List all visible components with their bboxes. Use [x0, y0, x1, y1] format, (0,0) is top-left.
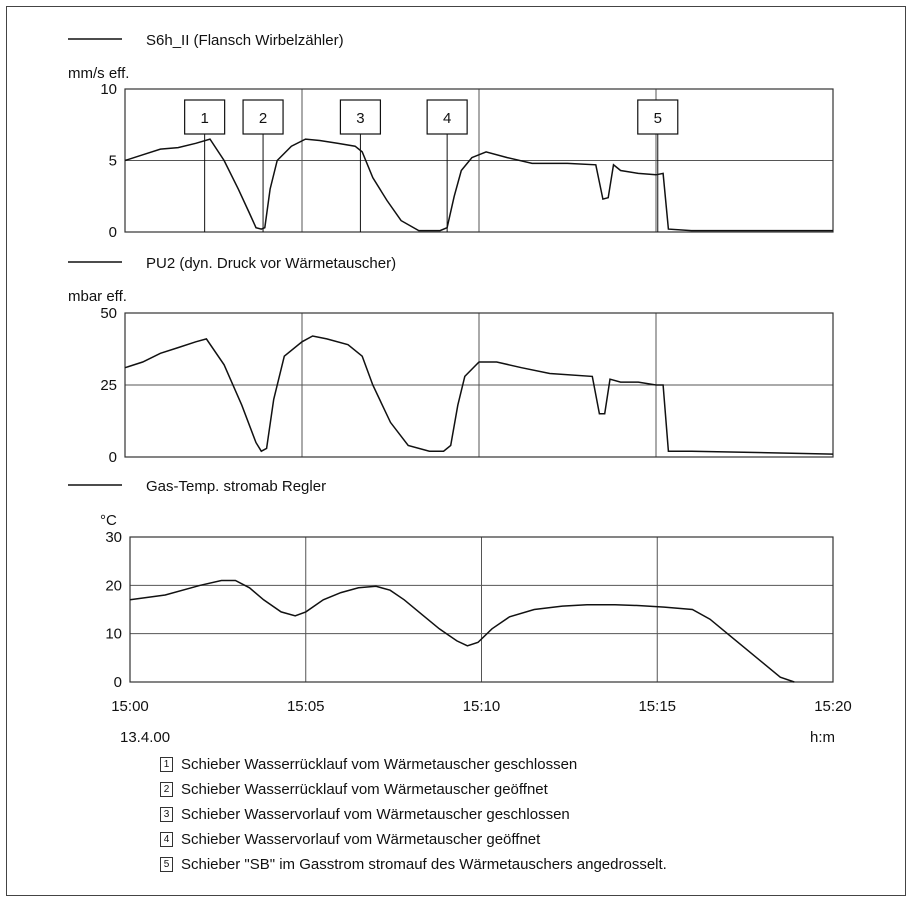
y-tick-label: 10 — [105, 626, 122, 643]
y-tick-label: 25 — [100, 377, 117, 394]
x-axis-date: 13.4.00 — [120, 729, 170, 746]
panel-vibration: S6h_II (Flansch Wirbelzähler) mm/s eff. … — [68, 32, 834, 241]
x-tick-label: 15:05 — [287, 698, 325, 715]
x-tick-label: 15:00 — [111, 698, 149, 715]
event-marker-box — [426, 99, 468, 135]
figure-frame — [6, 6, 906, 896]
event-marker-label: 2 — [259, 110, 267, 127]
annotation-text: Schieber Wasserrücklauf vom Wärmetausche… — [181, 756, 578, 773]
x-tick-label: 15:10 — [463, 698, 501, 715]
event-marker-box — [242, 99, 284, 135]
x-tick-label: 15:15 — [638, 698, 676, 715]
y-tick-label: 30 — [105, 529, 122, 546]
annotation-item: 3 Schieber Wasservorlauf vom Wärmetausch… — [160, 802, 667, 827]
y-axis-label: °C — [100, 512, 117, 529]
y-tick-label: 50 — [100, 305, 117, 322]
series-line — [124, 138, 833, 232]
x-tick-label: 15:20 — [814, 698, 852, 715]
annotation-legend: 1 Schieber Wasserrücklauf vom Wärmetausc… — [160, 752, 667, 877]
x-axis-label: h:m — [810, 729, 835, 746]
annotation-number: 1 — [160, 757, 173, 772]
panel-pressure: PU2 (dyn. Druck vor Wärmetauscher) mbar … — [68, 255, 834, 466]
annotation-text: Schieber "SB" im Gasstrom stromauf des W… — [181, 856, 667, 873]
y-axis-label: mbar eff. — [68, 288, 127, 305]
plot-frame — [124, 312, 834, 458]
y-axis-label: mm/s eff. — [68, 65, 129, 82]
plot-frame — [129, 536, 834, 683]
annotation-number: 4 — [160, 832, 173, 847]
y-tick-label: 0 — [114, 674, 122, 691]
annotation-text: Schieber Wasservorlauf vom Wärmetauscher… — [181, 806, 570, 823]
annotation-number: 5 — [160, 857, 173, 872]
legend-label: PU2 (dyn. Druck vor Wärmetauscher) — [146, 255, 396, 272]
y-tick-label: 0 — [109, 449, 117, 466]
event-marker-label: 1 — [200, 110, 208, 127]
annotation-text: Schieber Wasserrücklauf vom Wärmetausche… — [181, 781, 548, 798]
series-line — [124, 335, 834, 455]
series-line — [129, 579, 795, 683]
annotation-item: 2 Schieber Wasserrücklauf vom Wärmetausc… — [160, 777, 667, 802]
annotation-item: 1 Schieber Wasserrücklauf vom Wärmetausc… — [160, 752, 667, 777]
event-marker-label: 4 — [443, 110, 451, 127]
event-marker-label: 3 — [356, 110, 364, 127]
y-tick-label: 5 — [109, 153, 117, 170]
legend-label: Gas-Temp. stromab Regler — [146, 478, 326, 495]
y-tick-label: 0 — [109, 224, 117, 241]
event-marker-box — [184, 99, 226, 135]
y-tick-label: 10 — [100, 81, 117, 98]
annotation-number: 2 — [160, 782, 173, 797]
legend-label: S6h_II (Flansch Wirbelzähler) — [146, 32, 344, 49]
y-tick-label: 20 — [105, 577, 122, 594]
annotation-number: 3 — [160, 807, 173, 822]
annotation-text: Schieber Wasservorlauf vom Wärmetauscher… — [181, 831, 541, 848]
annotation-item: 5 Schieber "SB" im Gasstrom stromauf des… — [160, 852, 667, 877]
event-marker-label: 5 — [654, 110, 662, 127]
event-marker-box — [637, 99, 679, 135]
panel-temperature: Gas-Temp. stromab Regler °C 0 10 20 30 15:0… — [68, 478, 852, 746]
event-marker-box — [339, 99, 382, 135]
annotation-item: 4 Schieber Wasservorlauf vom Wärmetausch… — [160, 827, 667, 852]
